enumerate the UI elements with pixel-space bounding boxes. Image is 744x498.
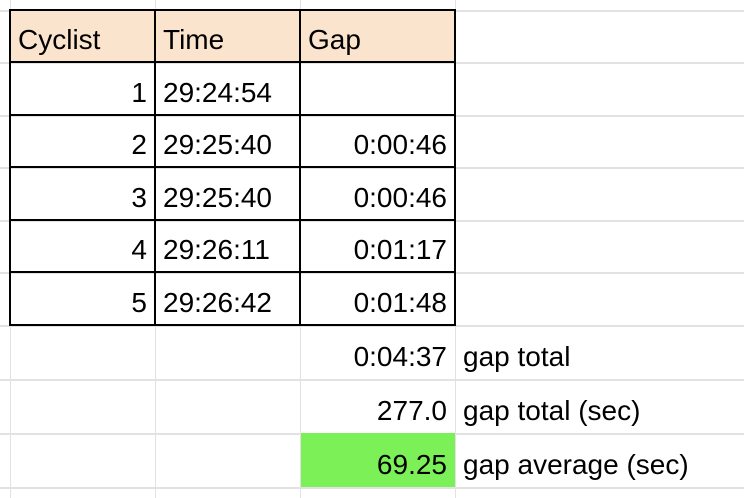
grid-line	[0, 272, 744, 275]
table-border	[9, 324, 456, 326]
gap-cell: 0:01:17	[353, 234, 447, 266]
table-border	[9, 9, 456, 11]
cyclist-cell: 2	[131, 129, 147, 161]
table-border	[9, 61, 456, 63]
header-cell: Gap	[308, 24, 361, 55]
gap-cell: 0:00:46	[353, 129, 447, 161]
table-border	[9, 113, 456, 116]
header-cell: Cyclist	[18, 24, 101, 55]
highlight-fill	[301, 433, 455, 487]
cyclist-cell: 3	[131, 181, 147, 213]
gap-cell: 0:01:48	[353, 286, 447, 318]
time-cell: 29:25:40	[163, 129, 272, 161]
grid-line	[0, 379, 744, 381]
summary-label: gap total (sec)	[463, 395, 641, 426]
summary-value: 69.25	[376, 449, 447, 480]
header-cell: Time	[163, 24, 225, 55]
time-cell: 29:25:40	[163, 181, 272, 213]
table-border	[9, 271, 456, 274]
gap-cell: 0:00:46	[353, 181, 447, 213]
grid-line	[0, 325, 744, 327]
grid-line	[0, 487, 744, 489]
grid-line	[0, 219, 744, 222]
cyclist-cell: 4	[131, 234, 147, 266]
cyclist-cell: 1	[131, 76, 147, 108]
time-cell: 29:24:54	[163, 76, 272, 108]
summary-value: 277.0	[376, 395, 447, 426]
time-cell: 29:26:42	[163, 286, 272, 318]
time-cell: 29:26:11	[163, 234, 270, 266]
header-fill	[10, 10, 455, 62]
summary-label: gap total	[463, 341, 571, 372]
summary-label: gap average (sec)	[463, 449, 689, 480]
grid-line	[0, 62, 744, 64]
grid-line	[0, 167, 744, 170]
cyclist-cell: 5	[131, 286, 147, 318]
grid-line	[0, 114, 744, 117]
summary-value: 0:04:37	[353, 341, 447, 372]
table-border	[9, 218, 456, 221]
table-border	[9, 166, 456, 169]
